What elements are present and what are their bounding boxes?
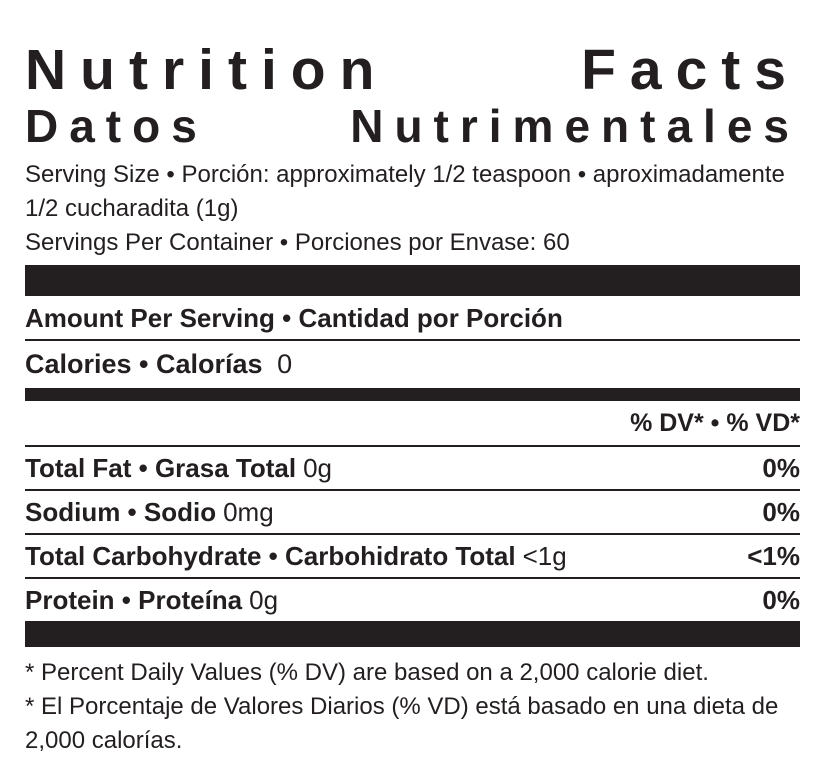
nutrient-name: Total Fat • Grasa Total bbox=[25, 453, 297, 483]
nutrient-label: Sodium • Sodio 0mg bbox=[25, 497, 274, 527]
serving-info: Serving Size • Porción: approximately 1/… bbox=[25, 158, 800, 260]
nutrient-amount: <1g bbox=[522, 541, 567, 571]
nutrient-row-sodium: Sodium • Sodio 0mg 0% bbox=[25, 491, 800, 535]
nutrient-amount: 0g bbox=[303, 453, 332, 483]
amount-per-serving-header: Amount Per Serving • Cantidad por Porció… bbox=[25, 296, 800, 341]
nutrient-row-total-fat: Total Fat • Grasa Total 0g 0% bbox=[25, 447, 800, 491]
footnote-english: * Percent Daily Values (% DV) are based … bbox=[25, 659, 709, 686]
divider-bar-thick-top bbox=[25, 265, 800, 296]
nutrient-amount: 0g bbox=[249, 585, 279, 615]
divider-bar-thick-bottom bbox=[25, 621, 800, 647]
divider-bar-medium bbox=[25, 388, 800, 401]
nutrient-daily-value: 0% bbox=[762, 497, 800, 527]
nutrient-row-protein: Protein • Proteína 0g 0% bbox=[25, 579, 800, 621]
servings-per-container-line: Servings Per Container • Porciones por E… bbox=[25, 229, 570, 256]
nutrient-daily-value: 0% bbox=[762, 585, 800, 615]
nutrient-name: Sodium • Sodio bbox=[25, 497, 217, 527]
serving-size-line: Serving Size • Porción: approximately 1/… bbox=[25, 161, 785, 222]
nutrient-label: Total Carbohydrate • Carbohidrato Total <… bbox=[25, 541, 567, 571]
title-spanish: Datos Nutrimentales bbox=[25, 100, 800, 152]
nutrient-label: Protein • Proteína 0g bbox=[25, 585, 278, 615]
title-english: Nutrition Facts bbox=[25, 38, 800, 102]
nutrient-row-total-carbohydrate: Total Carbohydrate • Carbohidrato Total <… bbox=[25, 535, 800, 579]
nutrient-name: Protein • Proteína bbox=[25, 585, 243, 615]
nutrient-label: Total Fat • Grasa Total 0g bbox=[25, 453, 332, 483]
nutrition-facts-label: Nutrition Facts Datos Nutrimentales Serv… bbox=[25, 38, 800, 758]
calories-value: 0 bbox=[277, 349, 293, 379]
footnotes: * Percent Daily Values (% DV) are based … bbox=[25, 656, 800, 758]
calories-label: Calories • Calorías bbox=[25, 349, 263, 379]
calories-row: Calories • Calorías 0 bbox=[25, 341, 800, 388]
nutrient-daily-value: <1% bbox=[747, 541, 800, 571]
nutrient-name: Total Carbohydrate • Carbohidrato Total bbox=[25, 541, 516, 571]
daily-value-header: % DV* • % VD* bbox=[25, 401, 800, 447]
nutrient-daily-value: 0% bbox=[762, 453, 800, 483]
footnote-spanish: * El Porcentaje de Valores Diarios (% VD… bbox=[25, 693, 779, 754]
nutrient-amount: 0mg bbox=[223, 497, 274, 527]
